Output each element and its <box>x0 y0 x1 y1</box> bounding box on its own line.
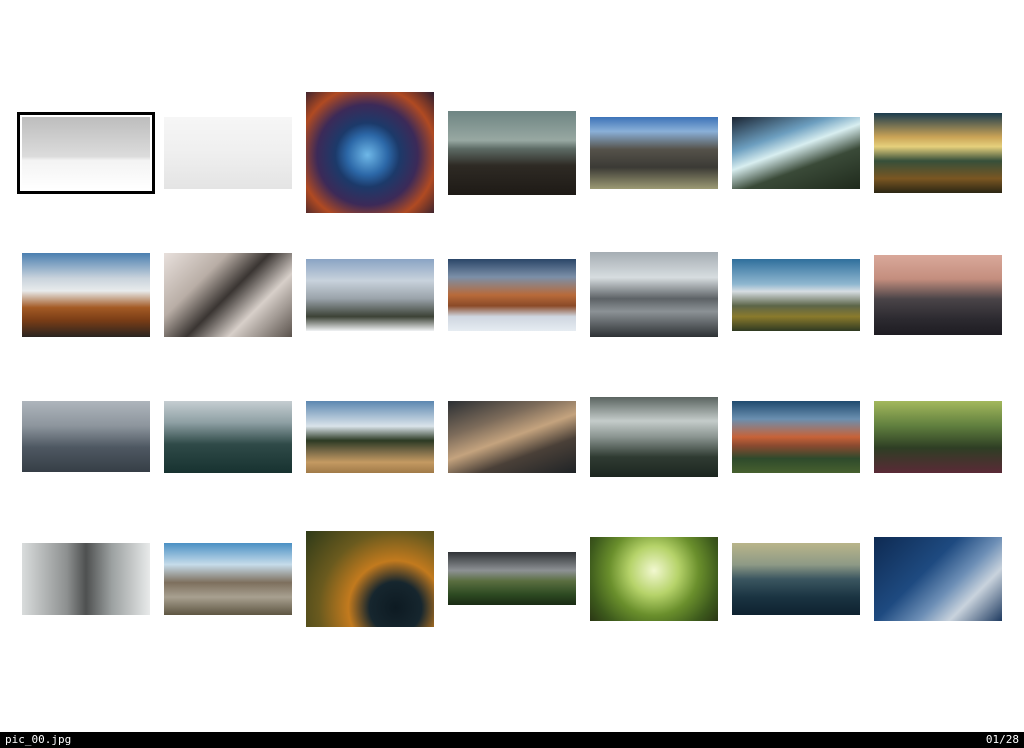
status-bar: pic_00.jpg 01/28 <box>0 732 1024 748</box>
thumb-balloons-valley[interactable] <box>164 543 292 615</box>
thumb-golden-hills-sunset[interactable] <box>874 113 1002 193</box>
thumb-railway-tracks-dusk[interactable] <box>874 255 1002 335</box>
thumb-misty-forest-grey[interactable] <box>22 401 150 472</box>
thumb-misty-forest-teal[interactable] <box>164 401 292 473</box>
thumb-lone-tree-snow[interactable] <box>17 112 155 194</box>
thumb-snowcapped-volcano-field[interactable] <box>306 401 434 473</box>
thumb-sea-of-clouds-peaks[interactable] <box>448 259 576 331</box>
thumb-city-aerial[interactable] <box>448 401 576 473</box>
status-counter: 01/28 <box>985 733 1019 746</box>
status-filename: pic_00.jpg <box>5 733 72 746</box>
thumb-pine-snow-field[interactable] <box>164 117 292 189</box>
thumb-skyscraper-night[interactable] <box>874 537 1002 621</box>
thumb-cloudy-valley[interactable] <box>590 397 718 477</box>
thumb-green-forest-rays[interactable] <box>874 401 1002 473</box>
thumb-cliff-in-clouds[interactable] <box>22 543 150 615</box>
thumb-snowy-peaks-road[interactable] <box>22 253 150 337</box>
thumb-calm-ocean-horizon[interactable] <box>732 543 860 615</box>
thumb-snowy-ridge[interactable] <box>306 259 434 331</box>
thumb-glacier-valley[interactable] <box>590 252 718 337</box>
thumb-bubble-nebula[interactable] <box>306 92 434 213</box>
thumb-yosemite-valley[interactable] <box>590 117 718 189</box>
thumb-cherry-blossom-street[interactable] <box>164 253 292 337</box>
thumb-autumn-mountain-forest[interactable] <box>732 259 860 331</box>
thumb-giant-tree[interactable] <box>590 537 718 621</box>
thumb-autumn-lake-aerial[interactable] <box>306 531 434 627</box>
thumb-green-peaks-storm[interactable] <box>448 552 576 605</box>
thumbnail-grid <box>17 92 1002 627</box>
thumb-dark-mountain-forest[interactable] <box>448 111 576 195</box>
thumb-alpine-sunburst[interactable] <box>732 117 860 189</box>
thumb-teton-sunset[interactable] <box>732 401 860 473</box>
